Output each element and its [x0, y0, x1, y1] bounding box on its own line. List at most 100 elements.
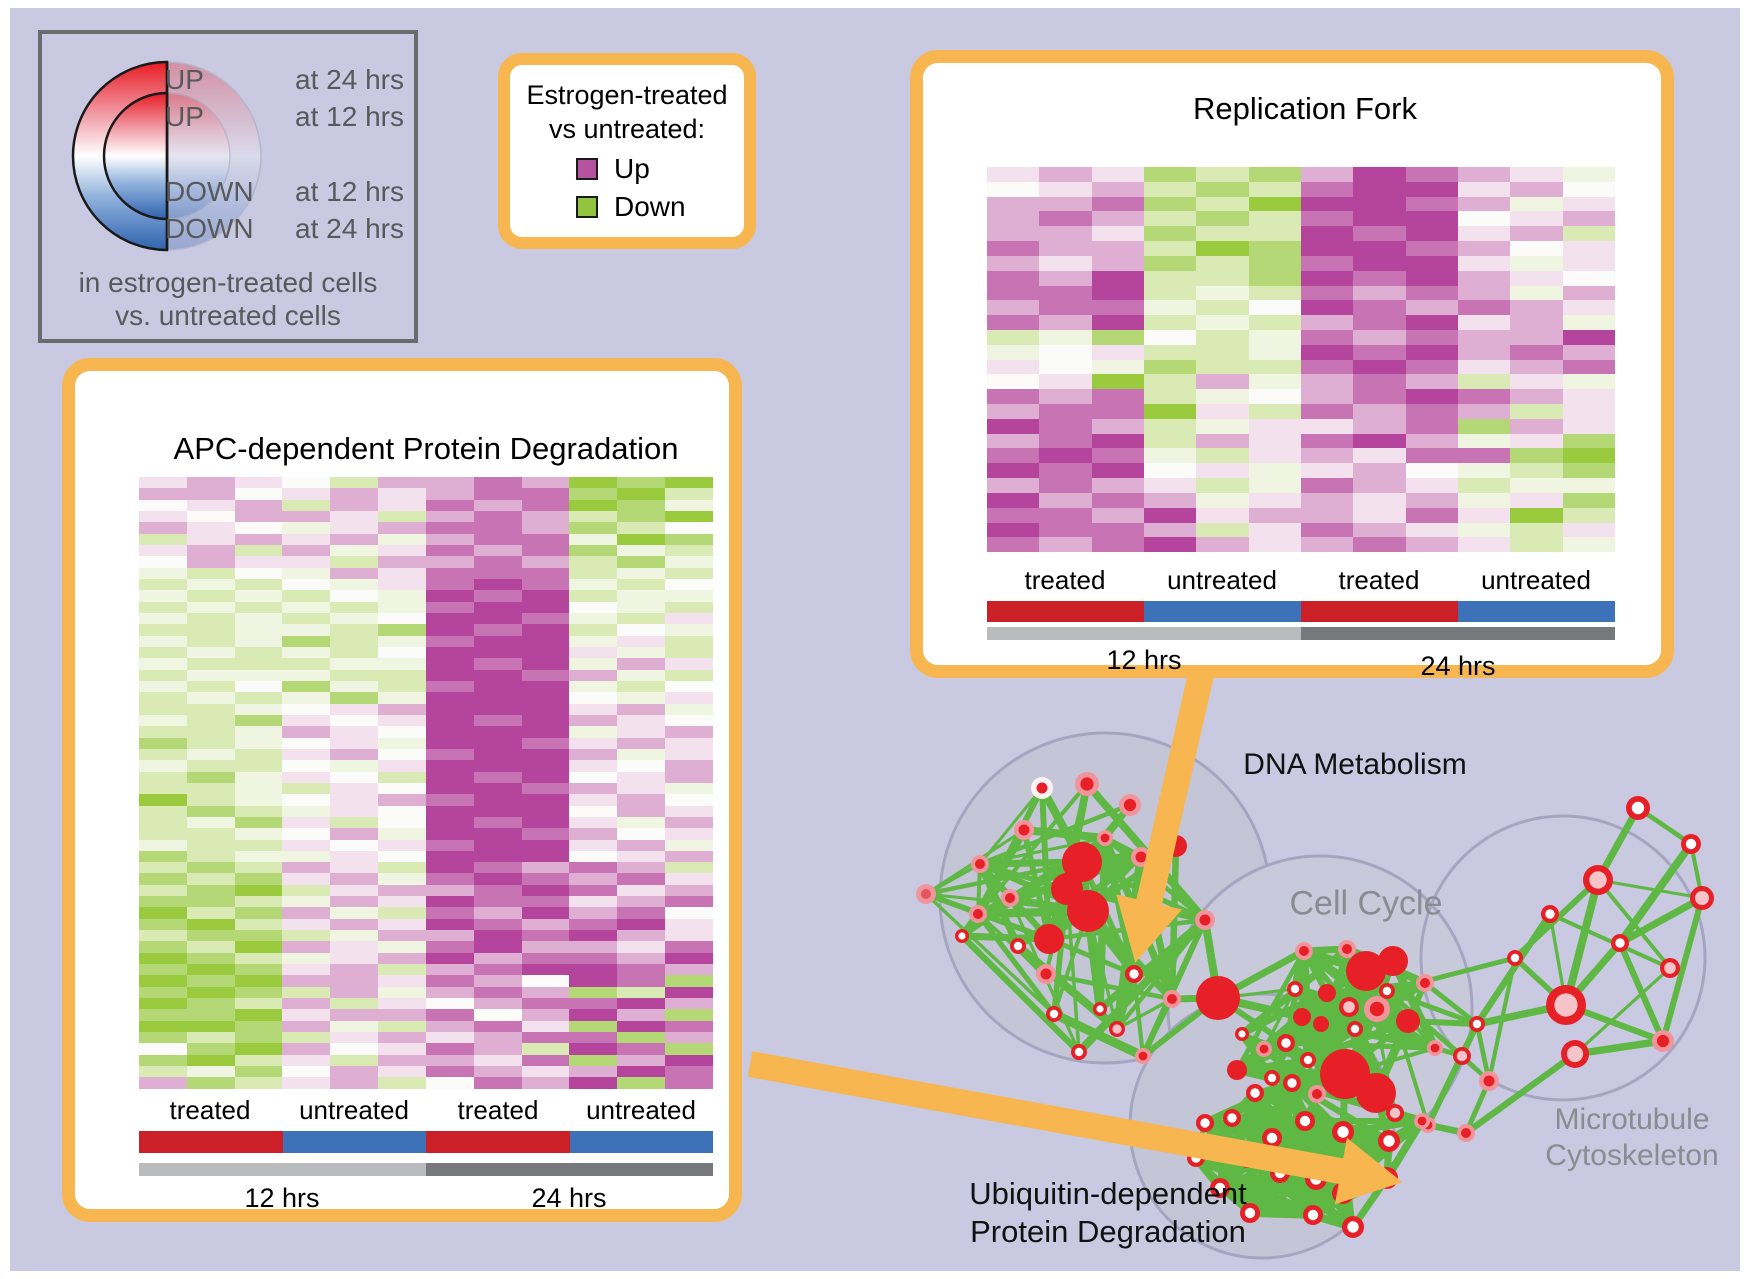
heatmap-cell — [378, 952, 426, 965]
heatmap-cell — [617, 692, 666, 704]
network-node-solid-red — [1227, 1060, 1247, 1080]
heatmap-cell — [425, 510, 474, 523]
heatmap-cell — [282, 533, 331, 545]
heatmap-cell — [234, 839, 283, 851]
heatmap-cell — [569, 692, 618, 704]
heatmap-cell — [665, 1009, 713, 1021]
heatmap-row — [139, 771, 713, 783]
heatmap-cell — [1457, 196, 1511, 212]
heatmap-cell — [569, 850, 618, 863]
network-node-core — [1343, 1001, 1355, 1013]
heatmap-cell — [665, 975, 713, 987]
heatmap-cell — [1196, 167, 1249, 182]
heatmap-cell — [378, 669, 426, 681]
heatmap-cell — [617, 930, 666, 942]
network-node-core — [1337, 1187, 1349, 1199]
heatmap-cell — [665, 873, 713, 885]
heatmap-cell — [425, 692, 474, 704]
heatmap-cell — [617, 782, 666, 795]
heatmap-cell — [330, 873, 379, 885]
heatmap-cell — [234, 499, 283, 511]
network-node-core — [1337, 1126, 1349, 1138]
heatmap-cell — [1248, 404, 1301, 419]
heatmap-cell — [617, 760, 666, 772]
heatmap-row — [139, 873, 713, 885]
network-edge — [1203, 1079, 1294, 1127]
heatmap-cell — [569, 918, 618, 931]
heatmap-row — [139, 477, 713, 489]
network-edge — [1285, 1040, 1436, 1051]
heatmap-cell — [378, 658, 426, 670]
network-node-core — [1664, 962, 1676, 974]
network-node-core — [1267, 1073, 1277, 1083]
heatmap-cell — [473, 544, 522, 557]
heatmap-cell — [1248, 418, 1301, 434]
heatmap-cell — [521, 578, 570, 591]
heatmap-cell — [186, 884, 235, 897]
heatmap-cell — [1300, 329, 1354, 345]
updown-gradient-legend: UP at 24 hrs UP at 12 hrs DOWN at 12 hrs… — [38, 30, 418, 343]
network-node-core — [1350, 1024, 1360, 1034]
heatmap-cell — [521, 986, 570, 999]
heatmap-cell — [330, 1066, 379, 1078]
heatmap-row — [987, 167, 1615, 182]
heatmap-cell — [234, 714, 283, 727]
heatmap-cell — [987, 270, 1040, 286]
heatmap-cell — [425, 556, 474, 568]
heatmap-cell — [617, 964, 666, 976]
heatmap-cell — [1196, 211, 1249, 227]
heatmap-row — [139, 669, 713, 681]
heatmap-cell — [521, 771, 570, 783]
heatmap-cell — [521, 918, 570, 931]
heatmap-cell — [1510, 507, 1563, 523]
up-label: Up — [614, 152, 650, 184]
apc-time-bar — [139, 1163, 713, 1176]
heatmap-cell — [139, 477, 187, 489]
heatmap-row — [139, 1043, 713, 1055]
apc-heatmap-panel: APC-dependent Protein Degradation treate… — [62, 358, 742, 1222]
heatmap-cell — [987, 492, 1040, 508]
heatmap-cell — [617, 1009, 666, 1021]
heatmap-row — [139, 488, 713, 500]
heatmap-cell — [330, 1020, 379, 1033]
heatmap-cell — [1091, 418, 1144, 434]
heatmap-cell — [1300, 389, 1354, 404]
heatmap-cell — [1143, 507, 1197, 523]
heatmap-cell — [665, 850, 713, 863]
heatmap-cell — [1300, 463, 1354, 479]
heatmap-cell — [282, 828, 331, 840]
heatmap-cell — [1196, 478, 1249, 493]
heatmap-cell — [665, 1077, 713, 1089]
heatmap-cell — [521, 714, 570, 727]
apc-group-untreated-24: untreated — [586, 1095, 696, 1125]
heatmap-cell — [234, 1054, 283, 1067]
heatmap-cell — [234, 680, 283, 693]
heatmap-cell — [1562, 522, 1615, 538]
network-node-core — [1123, 798, 1137, 812]
heatmap-row — [987, 300, 1615, 316]
heatmap-cell — [569, 771, 618, 783]
heatmap-cell — [521, 646, 570, 659]
heatmap-cell — [234, 782, 283, 795]
heatmap-cell — [665, 918, 713, 931]
heatmap-cell — [569, 567, 618, 579]
heatmap-cell — [425, 896, 474, 908]
heatmap-cell — [282, 850, 331, 863]
heatmap-cell — [282, 658, 331, 670]
network-edge — [1464, 1051, 1577, 1136]
heatmap-cell — [473, 1054, 522, 1067]
heatmap-cell — [186, 1066, 235, 1078]
heatmap-cell — [1405, 522, 1458, 538]
heatmap-cell — [473, 692, 522, 704]
heatmap-cell — [139, 805, 187, 817]
heatmap-cell — [425, 918, 474, 931]
heatmap-cell — [234, 930, 283, 942]
heatmap-cell — [378, 1020, 426, 1033]
heatmap-cell — [473, 828, 522, 840]
heatmap-cell — [282, 646, 331, 659]
heatmap-cell — [234, 1066, 283, 1078]
network-node-core — [1615, 938, 1625, 948]
heatmap-cell — [521, 1032, 570, 1044]
heatmap-row — [987, 329, 1615, 345]
heatmap-cell — [330, 714, 379, 727]
